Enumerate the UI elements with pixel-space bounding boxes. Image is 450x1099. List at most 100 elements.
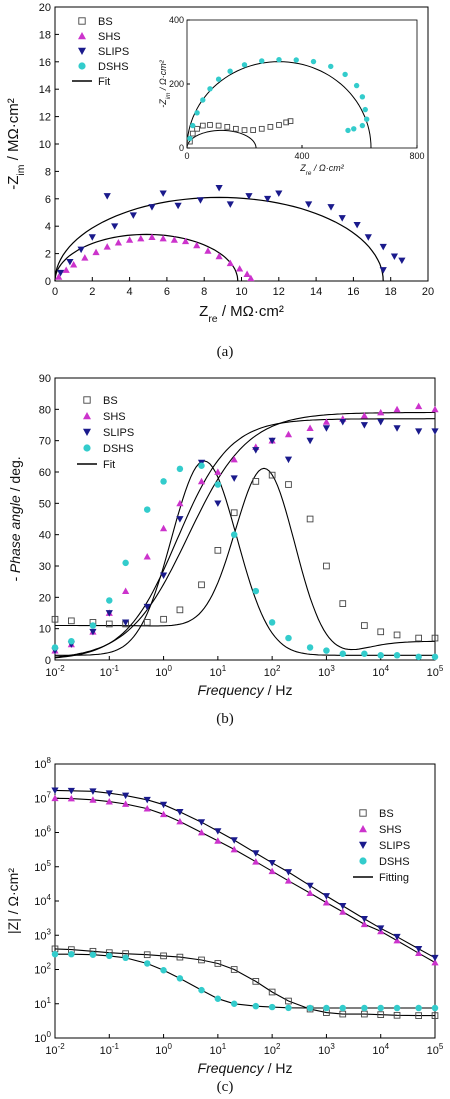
- chart-c-point-shs: [306, 889, 314, 896]
- chart-b-point-dshs: [143, 506, 151, 513]
- caption-a: (a): [217, 344, 234, 360]
- chart-c-point-shs: [284, 877, 293, 884]
- chart-c-point-shs: [159, 810, 168, 818]
- chart-c-point-shs: [360, 920, 368, 928]
- chart-c-ytick-label-exp: 0: [47, 1030, 52, 1039]
- chart-a-xtick-label: 18: [385, 286, 397, 298]
- chart-a-point-shs: [148, 233, 156, 241]
- chart-c-point-slips: [360, 916, 368, 923]
- chart-b-point-bs: [323, 562, 330, 570]
- chart-a-legend-label-bs: BS: [98, 16, 113, 28]
- chart-a-point-shs: [181, 237, 190, 245]
- chart-b-ytick-label: 40: [39, 530, 51, 542]
- chart-c-point-dshs: [214, 995, 222, 1002]
- chart-b-point-shs: [159, 524, 168, 532]
- chart-c-point-shs: [322, 898, 331, 906]
- chart-a-point-shs: [215, 252, 223, 260]
- chart-b-point-dshs: [214, 481, 222, 488]
- chart-c-point-slips: [268, 859, 276, 867]
- chart-a-inset-point-bs: [224, 124, 231, 130]
- chart-a-point-shs: [55, 273, 63, 280]
- chart-b-point-bs: [252, 478, 260, 485]
- chart-c-point-shs: [252, 858, 260, 865]
- chart-a-inset-point-bs: [258, 125, 265, 132]
- chart-b-xtick-label-exp: 2: [276, 664, 281, 673]
- chart-c-xlabel-unit: / Hz: [264, 1060, 293, 1076]
- chart-c-point-shs: [197, 828, 206, 836]
- chart-a-inset-point-bs: [287, 118, 294, 124]
- chart-b-point-bs: [230, 509, 238, 517]
- chart-c-ytick-label: 107: [34, 790, 51, 805]
- chart-a-xtick-label: 6: [164, 286, 170, 298]
- chart-a-ytick-label: 12: [39, 112, 51, 124]
- chart-a-inset-point-dshs: [190, 122, 196, 129]
- chart-c-point-shs: [176, 817, 184, 825]
- chart-c: 10-2 10-1 100 101 102 103 104 10510010110210310…: [5, 756, 444, 1095]
- chart-b-point-bs: [361, 622, 368, 629]
- chart-a-point-slips: [353, 221, 361, 229]
- chart-b-point-bs: [176, 606, 184, 614]
- chart-c-point-shs: [105, 797, 113, 805]
- chart-a-inset-point-dshs: [207, 86, 213, 92]
- chart-c-point-bs: [230, 966, 238, 973]
- chart-c-point-shs: [89, 796, 97, 803]
- chart-a-legend-marker: [78, 17, 86, 25]
- chart-a-ylabel-part: / MΩ·cm²: [5, 98, 22, 164]
- chart-b-ytick-label: 80: [39, 404, 51, 416]
- chart-c-ytick-label: 104: [34, 893, 51, 908]
- chart-a-inset-point-dshs: [328, 63, 334, 70]
- chart-c-point-shs: [230, 845, 238, 853]
- chart-b-xtick-label-base: 10: [318, 667, 330, 679]
- chart-a-inset-point-dshs: [293, 57, 299, 63]
- chart-a-inset-point-bs: [207, 122, 213, 128]
- chart-c-xtick-label-base: 10: [264, 1045, 276, 1057]
- chart-c-point-shs: [214, 837, 222, 844]
- chart-c-point-slips: [252, 850, 260, 857]
- chart-b-point-bs: [51, 615, 59, 623]
- chart-b-point-dshs: [68, 637, 75, 645]
- chart-b-legend-label-dshs: DSHS: [103, 443, 134, 455]
- chart-c-ytick-label-exp: 1: [47, 996, 52, 1005]
- chart-b-fit-line: [54, 411, 435, 658]
- chart-a-point-shs: [243, 270, 251, 278]
- chart-c-fit-line: [54, 948, 435, 1017]
- chart-c-point-shs: [268, 867, 276, 875]
- chart-a-point-shs: [62, 266, 70, 273]
- chart-c-point-bs: [198, 956, 205, 964]
- chart-a-inset-xlabel-sub: re: [306, 170, 312, 177]
- chart-c-point-slips: [105, 790, 113, 797]
- chart-a-inset-ytick-label: 0: [179, 143, 184, 153]
- chart-a-point-slips: [159, 190, 167, 197]
- chart-c-fit-line: [54, 797, 436, 963]
- chart-c-ytick-label-exp: 7: [47, 790, 52, 799]
- chart-c-legend-marker: [359, 857, 367, 865]
- chart-b-point-dshs: [176, 465, 184, 473]
- chart-b-point-slips: [339, 418, 347, 426]
- chart-a-inset-point-dshs: [353, 82, 360, 89]
- chart-c-xtick-label: 104: [372, 1042, 389, 1057]
- chart-b-point-slips: [415, 428, 423, 435]
- chart-b-ytick-label: 90: [39, 373, 51, 385]
- chart-b-xtick-label-exp: 5: [439, 664, 444, 673]
- chart-b-point-dshs: [339, 650, 347, 657]
- chart-a-inset-point-dshs: [310, 58, 317, 65]
- chart-b-xtick-label: 102: [264, 664, 281, 679]
- chart-c-xtick-label: 103: [318, 1042, 335, 1057]
- chart-b-point-slips: [143, 603, 151, 611]
- chart-b-xtick-label-exp: 1: [222, 664, 227, 673]
- chart-a-legend-label-dshs: DSHS: [98, 61, 129, 73]
- chart-b-point-shs: [197, 477, 206, 485]
- chart-c-point-shs: [415, 949, 423, 957]
- chart-c-point-shs: [67, 794, 75, 802]
- chart-b-point-dshs: [306, 644, 314, 651]
- chart-b-fit-line: [55, 460, 435, 656]
- chart-c-legend-marker: [359, 809, 367, 817]
- chart-a-inset-point-dshs: [187, 135, 193, 142]
- chart-b-legend-marker: [83, 396, 91, 404]
- chart-b-legend-marker: [83, 412, 91, 420]
- chart-c-ytick-label-base: 10: [34, 828, 46, 840]
- chart-a-point-slips: [148, 204, 156, 211]
- chart-b-point-bs: [268, 471, 276, 479]
- chart-b-xlabel-name: Frequency: [198, 682, 265, 698]
